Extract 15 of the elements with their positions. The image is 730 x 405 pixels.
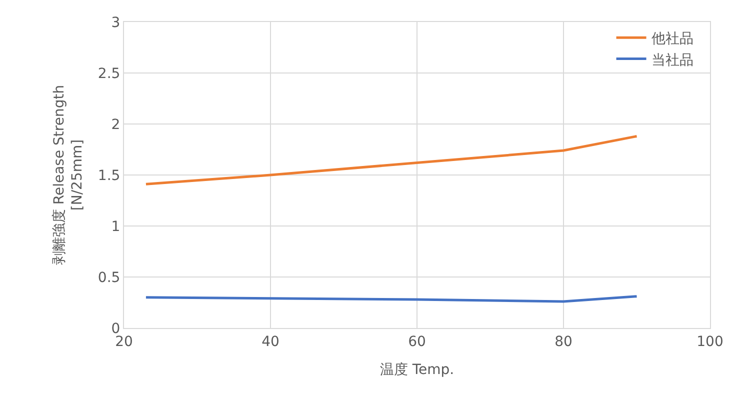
y-tick-label: 1.5	[98, 168, 120, 184]
x-tick-label: 40	[262, 334, 280, 350]
legend-label: 当社品	[651, 52, 694, 68]
y-axis-title: 剥離強度 Release Strength [N/25mm]	[51, 84, 86, 266]
x-tick-label: 100	[696, 334, 724, 350]
y-tick-label: 2	[111, 116, 120, 133]
line-series	[144, 134, 638, 186]
x-tick-label: 60	[408, 334, 426, 350]
x-axis-title: 温度 Temp.	[380, 362, 454, 378]
legend-label: 他社品	[651, 31, 694, 48]
y-tick-label: 0.5	[98, 270, 120, 286]
y-tick-label: 1	[111, 218, 120, 235]
y-tick-label: 3	[111, 14, 120, 31]
y-tick-label: 2.5	[98, 66, 120, 82]
x-tick-label: 80	[554, 334, 572, 350]
